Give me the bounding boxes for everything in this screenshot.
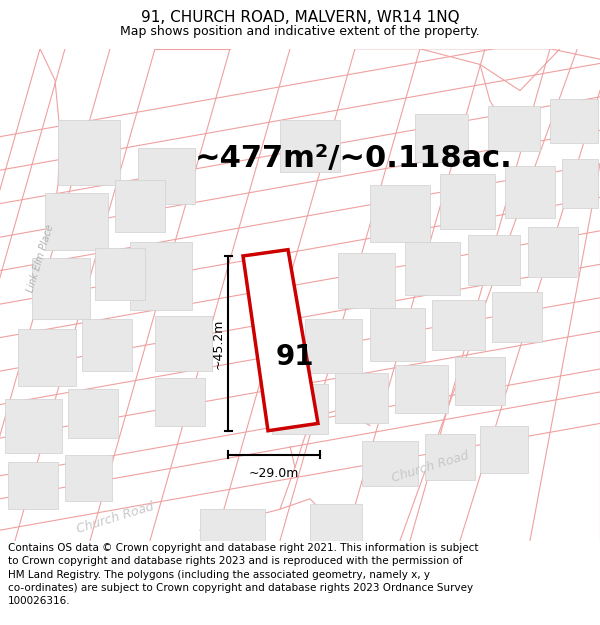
- Polygon shape: [480, 426, 528, 472]
- Polygon shape: [362, 441, 418, 486]
- Polygon shape: [45, 193, 108, 249]
- Polygon shape: [370, 185, 430, 242]
- Polygon shape: [200, 509, 265, 541]
- Polygon shape: [58, 120, 120, 185]
- Polygon shape: [488, 106, 540, 151]
- Polygon shape: [138, 148, 195, 204]
- Polygon shape: [155, 378, 205, 426]
- Polygon shape: [440, 174, 495, 229]
- Polygon shape: [455, 357, 505, 404]
- Polygon shape: [550, 99, 598, 143]
- Polygon shape: [5, 399, 62, 452]
- Polygon shape: [280, 120, 340, 172]
- Polygon shape: [562, 159, 598, 208]
- Polygon shape: [155, 316, 212, 371]
- Text: Contains OS data © Crown copyright and database right 2021. This information is : Contains OS data © Crown copyright and d…: [8, 543, 478, 606]
- Polygon shape: [528, 227, 578, 277]
- Polygon shape: [8, 462, 58, 509]
- Polygon shape: [65, 455, 112, 501]
- Polygon shape: [415, 114, 468, 162]
- Polygon shape: [405, 242, 460, 294]
- Polygon shape: [130, 242, 192, 311]
- Polygon shape: [82, 319, 132, 371]
- Text: ~45.2m: ~45.2m: [212, 318, 224, 369]
- Polygon shape: [468, 235, 520, 285]
- Polygon shape: [338, 253, 395, 308]
- Polygon shape: [425, 434, 475, 480]
- Text: Map shows position and indicative extent of the property.: Map shows position and indicative extent…: [120, 25, 480, 38]
- Polygon shape: [115, 179, 165, 232]
- Text: ~29.0m: ~29.0m: [249, 468, 299, 481]
- Polygon shape: [492, 291, 542, 342]
- Polygon shape: [95, 248, 145, 300]
- Text: ~477m²/~0.118ac.: ~477m²/~0.118ac.: [195, 144, 513, 173]
- Polygon shape: [272, 384, 328, 434]
- Polygon shape: [370, 308, 425, 361]
- Polygon shape: [305, 319, 362, 373]
- Text: Church Road: Church Road: [75, 499, 155, 536]
- Polygon shape: [243, 249, 318, 431]
- Polygon shape: [335, 373, 388, 423]
- Polygon shape: [18, 329, 76, 386]
- Polygon shape: [68, 389, 118, 438]
- Polygon shape: [395, 365, 448, 413]
- Polygon shape: [505, 166, 555, 218]
- Text: Link Elm Place: Link Elm Place: [25, 223, 55, 293]
- Polygon shape: [432, 300, 485, 350]
- Polygon shape: [32, 258, 90, 319]
- Text: Church Road: Church Road: [390, 449, 470, 485]
- Polygon shape: [310, 504, 362, 541]
- Text: 91: 91: [276, 344, 314, 371]
- Text: 91, CHURCH ROAD, MALVERN, WR14 1NQ: 91, CHURCH ROAD, MALVERN, WR14 1NQ: [140, 10, 460, 25]
